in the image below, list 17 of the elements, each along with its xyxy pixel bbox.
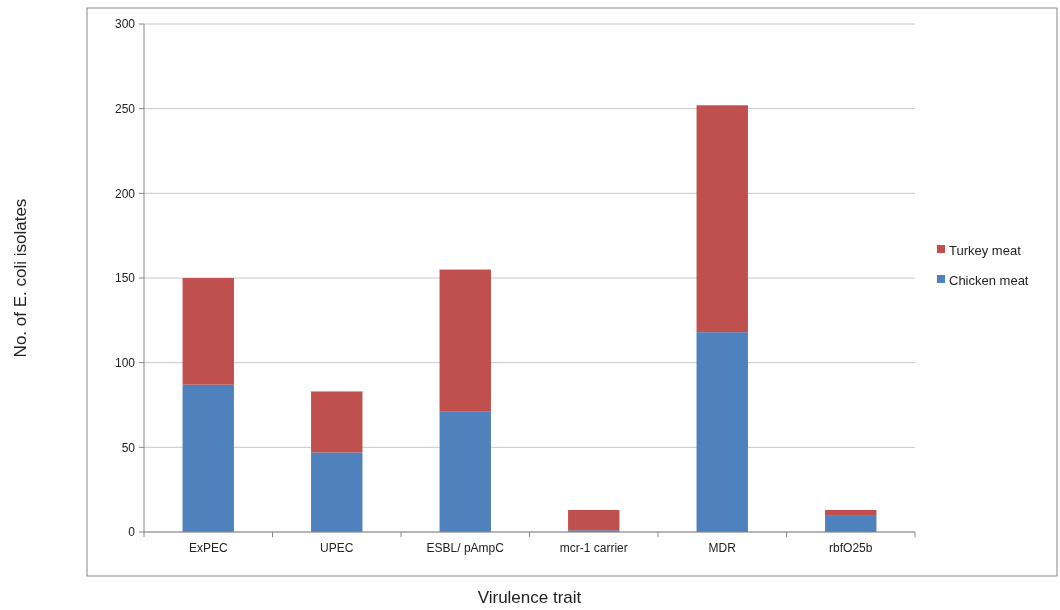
legend-label: Turkey meat bbox=[949, 242, 1022, 258]
y-tick-label: 300 bbox=[114, 17, 136, 32]
x-tick-label: rbfO25b bbox=[829, 541, 873, 555]
x-axis-title: Virulence trait bbox=[477, 588, 582, 607]
y-axis-title: No. of E. coli isolates bbox=[11, 198, 30, 358]
x-tick-label: ESBL/ pAmpC bbox=[426, 541, 505, 555]
y-tick-label: 200 bbox=[114, 186, 136, 201]
x-tick-label: ExPEC bbox=[188, 541, 228, 555]
x-tick-label: mcr-1 carrier bbox=[559, 541, 628, 555]
y-tick-label: 150 bbox=[114, 271, 136, 286]
x-tick-label: UPEC bbox=[320, 541, 354, 555]
y-tick-label: 100 bbox=[114, 355, 136, 370]
y-tick-label: 50 bbox=[121, 440, 136, 455]
legend-label: Chicken meat bbox=[949, 272, 1029, 288]
y-tick-label: 0 bbox=[128, 525, 136, 540]
x-tick-label: MDR bbox=[708, 541, 737, 555]
y-tick-label: 250 bbox=[114, 101, 136, 116]
